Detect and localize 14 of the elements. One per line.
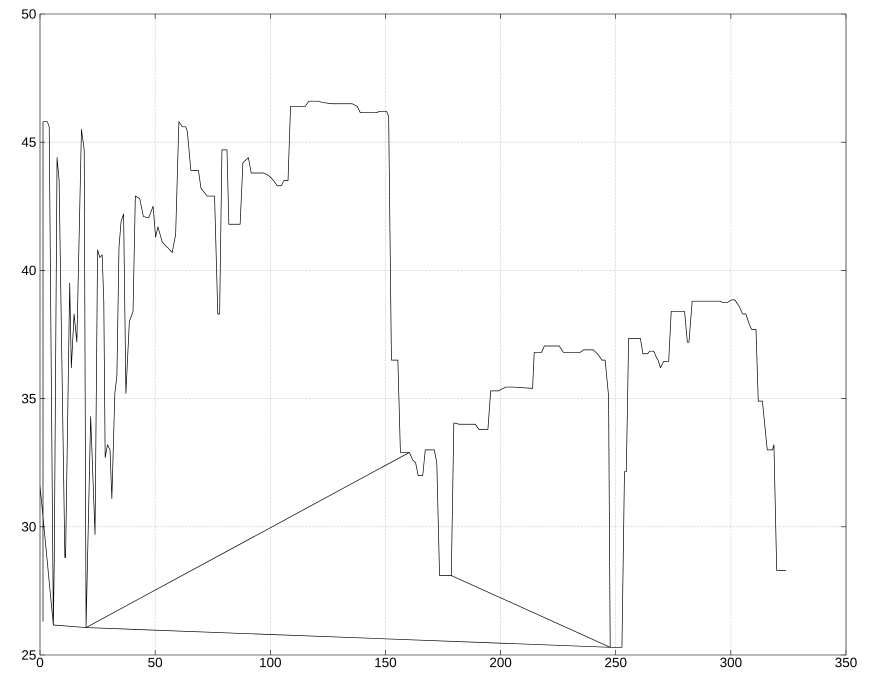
x-tick-label: 100 [260, 658, 281, 668]
x-tick-label: 50 [148, 658, 162, 668]
y-tick-label: 40 [22, 266, 36, 276]
y-tick-label: 35 [22, 394, 36, 404]
y-tick-label: 50 [22, 9, 36, 19]
x-tick-label: 150 [375, 658, 396, 668]
y-tick-label: 25 [22, 650, 36, 660]
x-tick-label: 300 [720, 658, 742, 668]
x-tick-label: 250 [605, 658, 626, 668]
x-tick-label: 0 [36, 658, 44, 668]
x-tick-label: 350 [835, 658, 857, 668]
x-tick-label: 200 [490, 658, 512, 668]
y-tick-label: 45 [22, 138, 36, 147]
y-tick-label: 30 [22, 522, 36, 532]
